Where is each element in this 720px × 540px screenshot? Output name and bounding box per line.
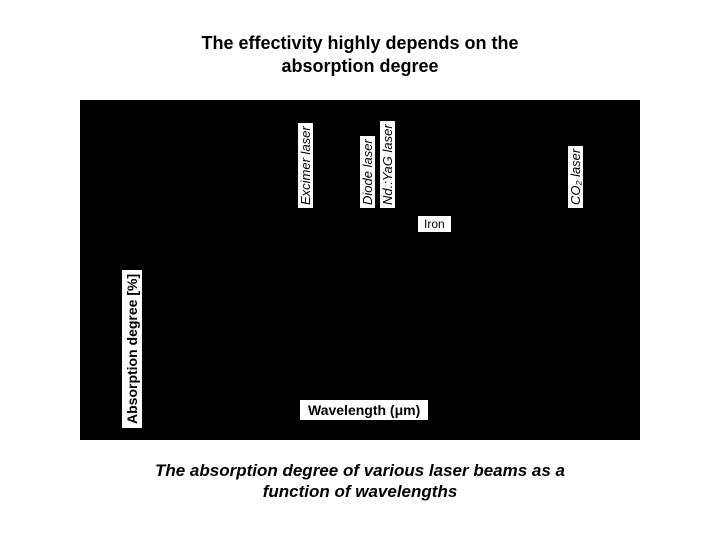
laser-marker-co2: CO₂ laser	[568, 146, 583, 208]
caption-line-1: The absorption degree of various laser b…	[155, 461, 565, 480]
title-line-2: absorption degree	[281, 56, 438, 76]
page-title: The effectivity highly depends on the ab…	[0, 32, 720, 77]
laser-marker-diode: Diode laser	[360, 136, 375, 208]
laser-marker-ndyag: Nd.:YaG laser	[380, 121, 395, 208]
caption-line-2: function of wavelengths	[263, 482, 458, 501]
chart-caption: The absorption degree of various laser b…	[0, 460, 720, 503]
laser-marker-excimer: Excimer laser	[298, 123, 313, 208]
x-axis-label: Wavelength (μm)	[300, 400, 428, 420]
series-label-iron: Iron	[418, 216, 451, 232]
title-line-1: The effectivity highly depends on the	[201, 33, 518, 53]
absorption-chart: Excimer laser Diode laser Nd.:YaG laser …	[80, 100, 640, 440]
y-axis-label: Absorption degree [%]	[122, 270, 142, 428]
